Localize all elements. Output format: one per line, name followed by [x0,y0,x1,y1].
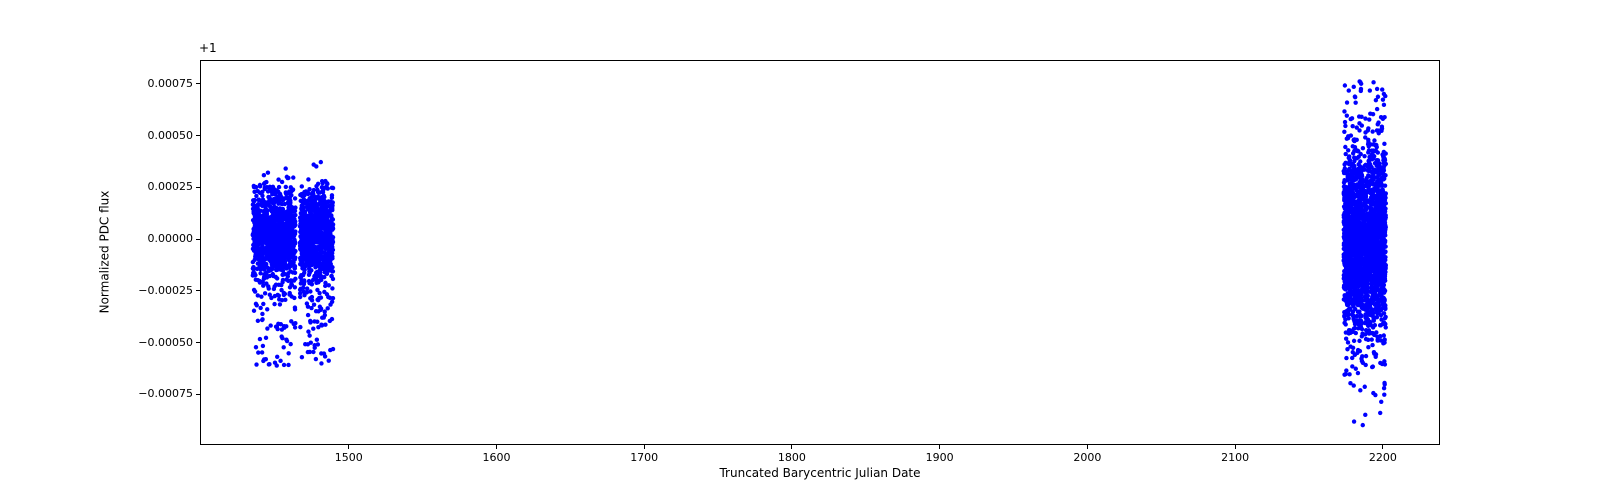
y-tick-label: 0.00050 [147,128,194,142]
y-tick [196,393,200,395]
x-tick [1234,445,1236,449]
y-tick-label: 0.00000 [147,232,194,246]
x-tick-label: 2200 [1368,451,1397,464]
x-tick-label: 1700 [630,451,659,464]
y-tick [196,186,200,188]
y-tick [196,135,200,137]
x-tick [1382,445,1384,449]
scatter-points [250,79,1389,428]
y-tick [196,238,200,240]
y-tick [196,342,200,344]
y-tick [196,83,200,85]
y-tick-label: 0.00025 [147,180,194,194]
x-tick [643,445,645,449]
x-tick-label: 2100 [1221,451,1250,464]
x-tick-label: 1600 [482,451,511,464]
x-axis-label: Truncated Barycentric Julian Date [719,466,921,480]
x-tick [791,445,793,449]
y-tick-label: 0.00075 [147,76,194,90]
x-tick-label: 1800 [777,451,806,464]
x-tick [1086,445,1088,449]
x-tick [939,445,941,449]
x-tick [495,445,497,449]
y-tick-label: −0.00075 [138,387,193,401]
x-tick-label: 1900 [925,451,954,464]
plot-area [200,60,1440,445]
x-tick [348,445,350,449]
x-tick-label: 2000 [1073,451,1102,464]
y-tick-label: −0.00025 [138,283,193,297]
x-tick-label: 1500 [334,451,363,464]
y-axis-offset-text: +1 [199,41,217,55]
y-tick-label: −0.00050 [138,335,193,349]
y-tick [196,290,200,292]
